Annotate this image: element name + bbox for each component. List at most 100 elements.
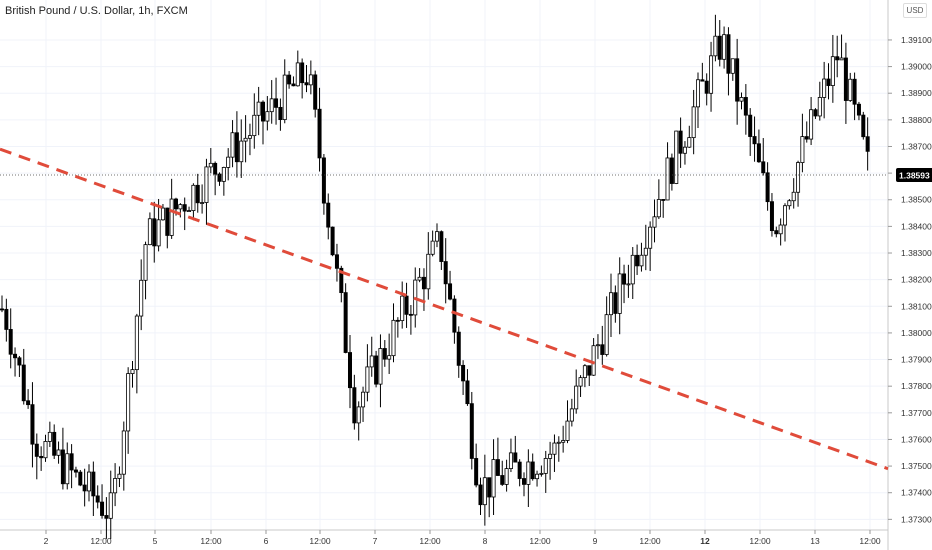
candle-body [126, 373, 131, 432]
candle-body [691, 106, 696, 139]
candle-body [256, 101, 261, 116]
candle-body [130, 369, 135, 375]
y-tick-label: 1.37600 [901, 434, 932, 444]
candle-body [674, 130, 679, 184]
candle-body [743, 97, 748, 116]
candle-body [313, 74, 318, 110]
candle-body [452, 298, 457, 333]
candle-body [204, 166, 209, 203]
candle-body [769, 201, 774, 232]
candle-body [591, 345, 596, 376]
candle-body [4, 308, 9, 330]
candle-body [426, 253, 431, 290]
candle-body [456, 331, 461, 366]
candle-body [421, 276, 426, 290]
candle-body [504, 468, 509, 485]
y-tick-label: 1.38400 [901, 221, 932, 231]
candle-body [522, 478, 527, 485]
candle-body [187, 210, 192, 212]
candle-body [682, 146, 687, 154]
y-tick-label: 1.39100 [901, 35, 932, 45]
candle-body [91, 471, 96, 497]
candle-body [839, 57, 844, 61]
candle-body [334, 254, 339, 269]
candle-body [108, 492, 113, 519]
candle-body [317, 108, 322, 159]
candle-body [395, 319, 400, 322]
candle-body [165, 207, 170, 236]
candle-body [465, 380, 470, 405]
candle-body [461, 364, 466, 382]
candle-body [552, 442, 557, 455]
candle-body [234, 132, 239, 163]
candle-body [539, 472, 544, 475]
candle-body [365, 366, 370, 393]
candle-body [687, 137, 692, 148]
candle-body [809, 109, 814, 140]
candle-body [182, 204, 187, 212]
candle-body [561, 440, 566, 443]
candle-body [774, 230, 779, 235]
candle-body [247, 135, 252, 139]
candle-body [569, 408, 574, 422]
candle-body [661, 199, 666, 201]
candle-body [374, 355, 379, 385]
candle-body [295, 62, 300, 87]
candle-body [726, 34, 731, 74]
y-tick-label: 1.37900 [901, 355, 932, 365]
x-tick-label: 6 [264, 536, 269, 546]
y-tick-label: 1.38900 [901, 88, 932, 98]
candle-body [113, 478, 118, 494]
candle-body [626, 283, 631, 286]
candle-body [34, 443, 39, 457]
candle-body [643, 247, 648, 256]
x-tick-label: 5 [153, 536, 158, 546]
candle-body [265, 111, 270, 122]
candle-body [852, 78, 857, 105]
y-tick-label: 1.38000 [901, 328, 932, 338]
candle-body [730, 58, 735, 74]
candle-body [861, 114, 866, 138]
candle-body [491, 459, 496, 498]
candle-body [765, 172, 770, 203]
candle-body [800, 136, 805, 164]
candle-body [308, 74, 313, 86]
candle-body [548, 453, 553, 459]
candle-body [582, 365, 587, 379]
candle-body [469, 403, 474, 459]
candle-body [669, 157, 674, 184]
candle-body [213, 162, 218, 175]
candle-body [630, 254, 635, 285]
candle-body [260, 101, 265, 122]
candle-body [513, 452, 518, 463]
candle-body [408, 313, 413, 316]
candle-body [147, 218, 152, 246]
candle-body [382, 348, 387, 360]
candle-body [117, 473, 122, 479]
candle-body [543, 458, 548, 474]
candle-body [143, 244, 148, 281]
x-tick-label: 9 [593, 536, 598, 546]
candle-body [291, 83, 296, 87]
candle-body [700, 79, 705, 82]
candle-body [195, 184, 200, 204]
candle-body [173, 198, 178, 210]
candle-body [830, 56, 835, 86]
candle-body [796, 162, 801, 193]
candle-body [791, 191, 796, 202]
candle-body [56, 449, 61, 456]
y-tick-label: 1.37700 [901, 408, 932, 418]
candle-body [160, 207, 165, 221]
candle-body [735, 58, 740, 102]
currency-badge[interactable]: USD [903, 3, 927, 18]
candle-body [787, 200, 792, 207]
candle-body [704, 80, 709, 94]
candle-body [178, 204, 183, 210]
candle-body [139, 279, 144, 317]
candle-body [287, 74, 292, 85]
candle-body [565, 420, 570, 441]
candle-body [352, 387, 357, 424]
candle-body [717, 35, 722, 60]
candle-body [722, 34, 727, 60]
